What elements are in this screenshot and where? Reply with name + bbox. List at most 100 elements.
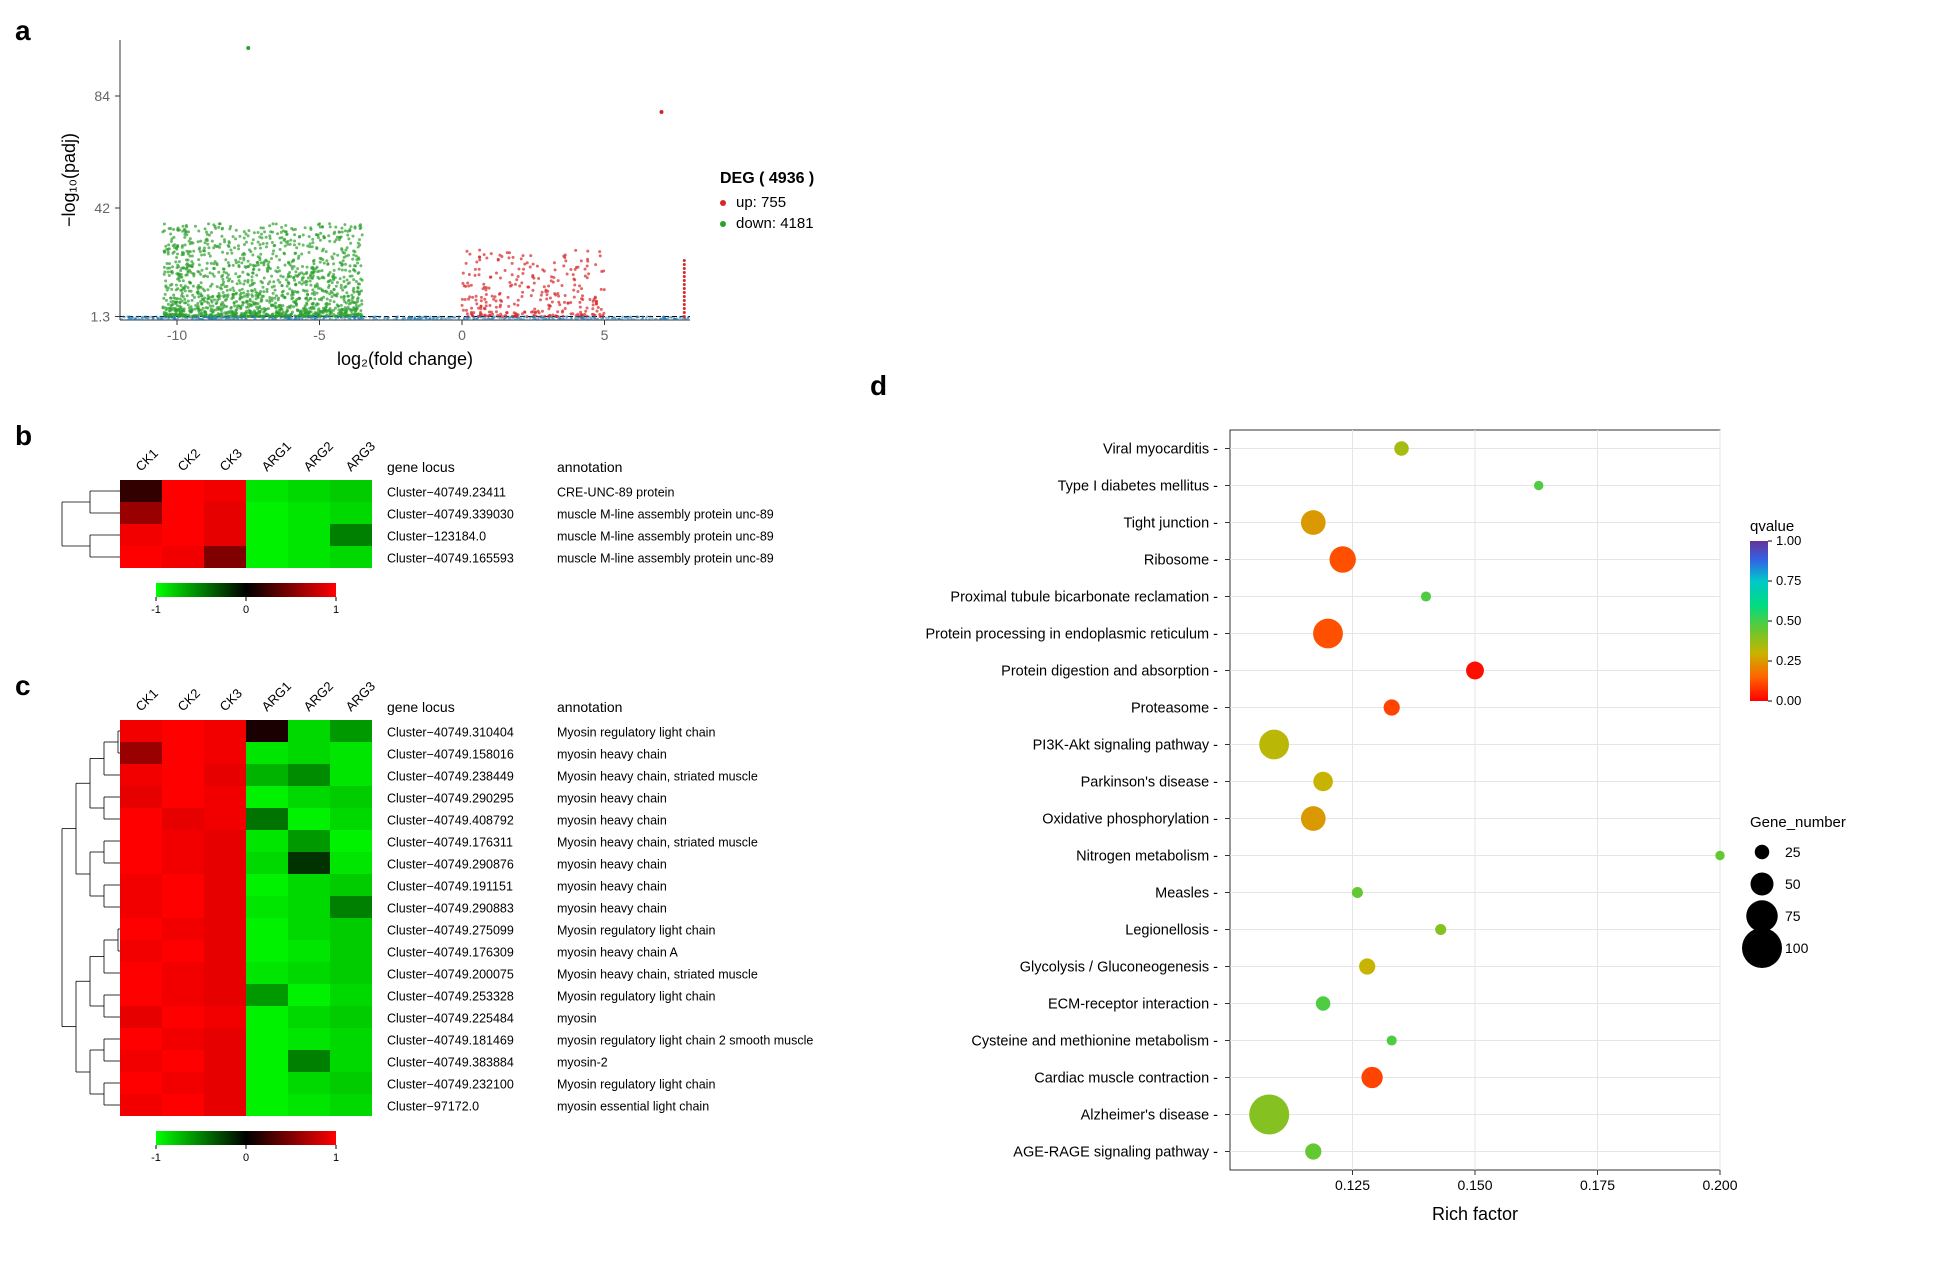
svg-text:ARG2: ARG2: [301, 680, 337, 714]
svg-text:Cluster−40749.176309: Cluster−40749.176309: [387, 946, 514, 960]
svg-text:-10: -10: [167, 327, 187, 343]
svg-text:Cluster−40749.23411: Cluster−40749.23411: [387, 486, 506, 500]
panel-d-label: d: [870, 370, 887, 402]
svg-text:42: 42: [94, 200, 110, 216]
svg-text:84: 84: [94, 88, 110, 104]
svg-text:Ribosome -: Ribosome -: [1144, 553, 1218, 569]
svg-text:Myosin heavy chain, striated m: Myosin heavy chain, striated muscle: [557, 968, 758, 982]
svg-text:0.75: 0.75: [1776, 573, 1801, 588]
svg-text:Cluster−40749.238449: Cluster−40749.238449: [387, 770, 514, 784]
svg-text:Type I diabetes mellitus -: Type I diabetes mellitus -: [1058, 479, 1219, 495]
legend-up: up: 755: [736, 194, 786, 211]
svg-text:PI3K-Akt signaling pathway -: PI3K-Akt signaling pathway -: [1033, 738, 1219, 754]
svg-text:CK3: CK3: [217, 446, 245, 474]
legend-down: down: 4181: [736, 215, 814, 232]
svg-text:muscle M-line assembly protein: muscle M-line assembly protein unc-89: [557, 552, 774, 566]
svg-text:Cluster−40749.383884: Cluster−40749.383884: [387, 1056, 514, 1070]
svg-text:CK1: CK1: [133, 686, 161, 714]
svg-text:1.3: 1.3: [91, 309, 111, 325]
heatmap-c: CK1CK2CK3ARG1ARG2ARG3gene locusannotatio…: [60, 680, 880, 1220]
svg-text:ARG2: ARG2: [301, 440, 337, 474]
svg-text:ECM-receptor interaction -: ECM-receptor interaction -: [1048, 997, 1218, 1013]
svg-text:Cluster−40749.339030: Cluster−40749.339030: [387, 508, 514, 522]
svg-text:Cluster−40749.225484: Cluster−40749.225484: [387, 1012, 514, 1026]
svg-text:ARG1: ARG1: [259, 680, 295, 714]
svg-text:0: 0: [458, 327, 466, 343]
svg-text:50: 50: [1785, 876, 1801, 892]
svg-text:Viral myocarditis -: Viral myocarditis -: [1103, 442, 1218, 458]
svg-text:0.150: 0.150: [1457, 1177, 1492, 1193]
svg-text:Proximal tubule bicarbonate re: Proximal tubule bicarbonate reclamation …: [950, 590, 1218, 606]
bubble-plot: 0.1250.1500.1750.200Viral myocarditis -T…: [910, 400, 1920, 1230]
svg-text:muscle M-line assembly protein: muscle M-line assembly protein unc-89: [557, 508, 774, 522]
volcano-plot: -10-5051.34284log₂(fold change)−log₁₀(pa…: [60, 30, 700, 370]
svg-text:ARG3: ARG3: [343, 680, 379, 714]
svg-text:1: 1: [333, 1152, 339, 1164]
svg-text:0.125: 0.125: [1335, 1177, 1370, 1193]
svg-text:Myosin regulatory light chain: Myosin regulatory light chain: [557, 924, 715, 938]
svg-text:Parkinson's disease -: Parkinson's disease -: [1081, 775, 1219, 791]
svg-text:-1: -1: [151, 604, 161, 616]
svg-text:myosin-2: myosin-2: [557, 1056, 608, 1070]
svg-text:25: 25: [1785, 844, 1801, 860]
svg-text:Cluster−40749.290883: Cluster−40749.290883: [387, 902, 514, 916]
svg-text:5: 5: [601, 327, 609, 343]
svg-text:75: 75: [1785, 908, 1801, 924]
svg-text:1: 1: [333, 604, 339, 616]
up-dot-icon: [720, 200, 726, 206]
svg-text:Rich factor: Rich factor: [1432, 1204, 1518, 1224]
svg-text:muscle M-line assembly protein: muscle M-line assembly protein unc-89: [557, 530, 774, 544]
svg-text:ARG3: ARG3: [343, 440, 379, 474]
svg-text:CK3: CK3: [217, 686, 245, 714]
panel-a-label: a: [15, 15, 31, 47]
svg-text:gene locus: gene locus: [387, 699, 455, 715]
svg-text:Myosin heavy chain, striated m: Myosin heavy chain, striated muscle: [557, 836, 758, 850]
svg-text:myosin heavy chain: myosin heavy chain: [557, 858, 667, 872]
svg-text:Nitrogen metabolism -: Nitrogen metabolism -: [1076, 849, 1218, 865]
svg-text:gene locus: gene locus: [387, 459, 455, 475]
svg-text:Glycolysis / Gluconeogenesis -: Glycolysis / Gluconeogenesis -: [1020, 960, 1218, 976]
svg-text:Cluster−40749.310404: Cluster−40749.310404: [387, 726, 514, 740]
svg-text:100: 100: [1785, 940, 1809, 956]
svg-text:Cluster−40749.181469: Cluster−40749.181469: [387, 1034, 514, 1048]
svg-text:myosin heavy chain: myosin heavy chain: [557, 902, 667, 916]
svg-text:0.50: 0.50: [1776, 613, 1801, 628]
svg-text:myosin: myosin: [557, 1012, 597, 1026]
svg-text:AGE-RAGE signaling pathway -: AGE-RAGE signaling pathway -: [1013, 1145, 1218, 1161]
svg-text:myosin heavy chain: myosin heavy chain: [557, 748, 667, 762]
svg-text:CK2: CK2: [175, 686, 203, 714]
svg-text:-5: -5: [313, 327, 326, 343]
svg-text:Cluster−40749.253328: Cluster−40749.253328: [387, 990, 514, 1004]
svg-text:0: 0: [243, 604, 249, 616]
svg-text:CK2: CK2: [175, 446, 203, 474]
volcano-legend: DEG ( 4936 ) up: 755 down: 4181: [720, 170, 814, 232]
svg-text:Cluster−40749.232100: Cluster−40749.232100: [387, 1078, 514, 1092]
panel-c-label: c: [15, 670, 31, 702]
svg-text:CK1: CK1: [133, 446, 161, 474]
svg-text:Protein processing in endoplas: Protein processing in endoplasmic reticu…: [925, 627, 1218, 643]
legend-title: DEG ( 4936 ): [720, 170, 814, 188]
svg-text:Cluster−40749.275099: Cluster−40749.275099: [387, 924, 514, 938]
svg-text:Cluster−40749.290295: Cluster−40749.290295: [387, 792, 514, 806]
svg-text:Protein digestion and absorpti: Protein digestion and absorption -: [1001, 664, 1218, 680]
svg-text:Cluster−40749.408792: Cluster−40749.408792: [387, 814, 514, 828]
svg-text:myosin heavy chain: myosin heavy chain: [557, 814, 667, 828]
panel-b-label: b: [15, 420, 32, 452]
svg-text:Gene_number: Gene_number: [1750, 814, 1846, 831]
svg-text:Myosin heavy chain, striated m: Myosin heavy chain, striated muscle: [557, 770, 758, 784]
down-dot-icon: [720, 221, 726, 227]
svg-text:myosin heavy chain: myosin heavy chain: [557, 792, 667, 806]
svg-text:Cluster−40749.158016: Cluster−40749.158016: [387, 748, 514, 762]
svg-text:myosin heavy chain: myosin heavy chain: [557, 880, 667, 894]
svg-text:Myosin regulatory light chain: Myosin regulatory light chain: [557, 726, 715, 740]
svg-text:Cluster−40749.176311: Cluster−40749.176311: [387, 836, 513, 850]
svg-text:0: 0: [243, 1152, 249, 1164]
svg-text:Cardiac muscle contraction -: Cardiac muscle contraction -: [1034, 1071, 1218, 1087]
svg-text:Alzheimer's disease -: Alzheimer's disease -: [1081, 1108, 1219, 1124]
svg-text:-1: -1: [151, 1152, 161, 1164]
svg-text:Proteasome -: Proteasome -: [1131, 701, 1218, 717]
svg-text:0.25: 0.25: [1776, 653, 1801, 668]
svg-text:Cluster−40749.200075: Cluster−40749.200075: [387, 968, 514, 982]
svg-text:myosin regulatory light chain: myosin regulatory light chain 2 smooth m…: [557, 1034, 813, 1048]
svg-text:Cluster−40749.191151: Cluster−40749.191151: [387, 880, 513, 894]
